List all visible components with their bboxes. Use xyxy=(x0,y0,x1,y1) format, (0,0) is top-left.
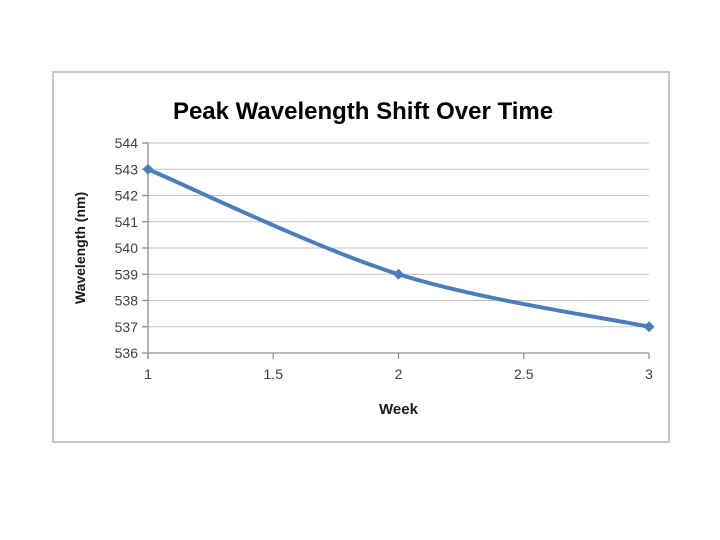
x-tick-label: 2 xyxy=(395,366,403,382)
y-tick-label: 539 xyxy=(115,266,139,282)
y-tick-label: 544 xyxy=(115,135,139,151)
y-tick-label: 540 xyxy=(115,240,139,256)
x-tick-label: 1 xyxy=(144,366,152,382)
x-axis-title: Week xyxy=(379,401,419,418)
y-tick-label: 542 xyxy=(115,188,139,204)
chart-frame: 536 537 538 539 540 541 542 543 544 1 1.5 2 2.5 3 Pea… xyxy=(52,71,670,443)
data-point-marker xyxy=(393,268,404,280)
y-tick-label: 541 xyxy=(115,214,139,230)
y-tick-label: 536 xyxy=(115,345,139,361)
data-point-marker xyxy=(142,163,154,175)
x-tick-label: 3 xyxy=(645,366,653,382)
y-tick-label: 538 xyxy=(115,293,139,309)
x-tick-label: 2.5 xyxy=(514,366,534,382)
x-tick-label: 1.5 xyxy=(264,366,284,382)
y-axis-title: Wavelength (nm) xyxy=(72,192,88,304)
line-chart: 536 537 538 539 540 541 542 543 544 1 1.5 2 2.5 3 Pea… xyxy=(72,98,655,418)
chart-title: Peak Wavelength Shift Over Time xyxy=(173,98,553,125)
data-point-marker xyxy=(643,321,655,333)
y-tick-label: 543 xyxy=(115,161,139,177)
y-tick-label: 537 xyxy=(115,319,139,335)
